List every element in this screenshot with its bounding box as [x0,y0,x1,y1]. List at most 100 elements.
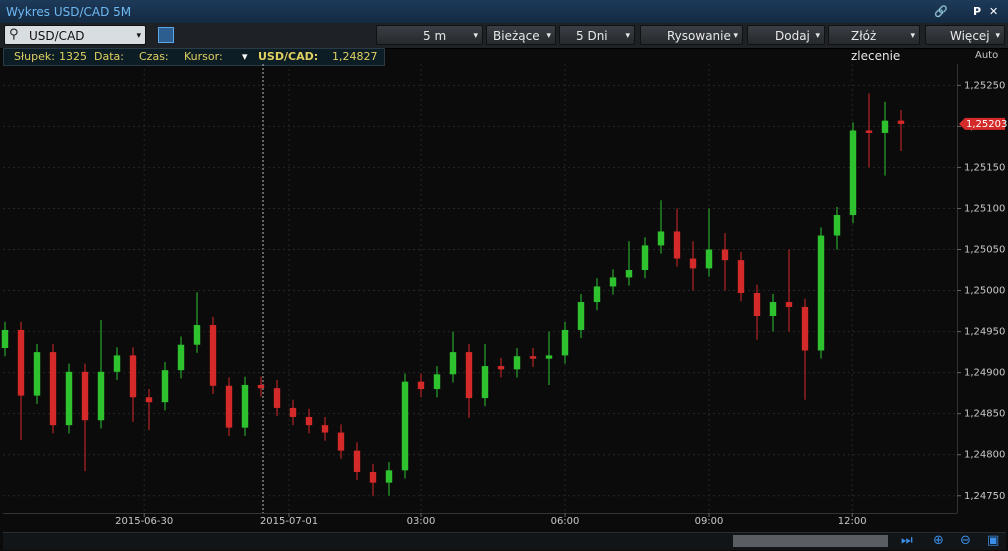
candle-body [769,302,777,316]
candle-body [257,384,265,389]
x-tick-label: 09:00 [695,516,724,527]
candle-body [865,130,873,133]
candle-body [289,407,297,417]
candle-body [145,397,153,403]
x-tick-label: 12:00 [838,516,867,527]
pair-value: 1,24827 [332,50,378,63]
order-button[interactable]: Złóż zlecenie [828,25,920,63]
add: Dodaj [775,29,810,43]
candle-body [737,260,745,294]
x-tick-label: 2015-07-01 [260,516,318,527]
candle-body [465,352,473,399]
add-button[interactable]: Dodaj [747,25,825,46]
link-icon[interactable]: 🔗 [934,5,948,18]
interval: 5 m [423,29,447,43]
window-title: Wykres USD/CAD 5M [6,5,132,19]
arrow: ▾ [242,50,248,63]
candle-body [897,120,905,124]
pair-label: USD/CAD: [258,50,319,63]
candle-body [193,325,201,345]
candle-body [305,416,313,426]
bar-label: Słupek: [14,50,55,63]
candle-body [97,371,105,421]
candle-body [49,352,57,426]
candle-body [481,366,489,399]
candle-body [369,471,377,483]
candle-body [177,344,185,371]
candle-body [833,215,841,236]
scroll-thumb[interactable] [733,535,888,547]
interval-button[interactable]: 5 m [376,25,483,46]
pin-button[interactable]: P [973,5,982,18]
drawing-button[interactable]: Rysowanie [640,25,743,46]
range-button[interactable]: 5 Dni [559,25,635,46]
windows-icon[interactable] [158,27,174,43]
candle-body [225,385,233,428]
candle-body [881,120,889,133]
y-tick-label: 1,24900 [964,368,1005,379]
x-tick-label: 06:00 [551,516,580,527]
drawing: Rysowanie [667,29,731,43]
y-tick-label: 1,24750 [964,491,1005,502]
cursor-label: Kursor: [184,50,223,63]
candle-body [17,329,25,396]
axis-separator [3,513,957,514]
more-button[interactable]: Więcej [925,25,1005,46]
candle-body [657,231,665,246]
candle-body [641,245,649,271]
candle-body [785,302,793,307]
zoom-in[interactable]: ⊕ [933,533,944,548]
candle-body [321,425,329,433]
candle-body [401,381,409,471]
candle-body [577,302,585,330]
end-button[interactable]: ⏭ [901,533,913,548]
candle-body [129,355,137,398]
y-tick-label: 1,24850 [964,409,1005,420]
scrollbar[interactable]: ⏭ ⊕ ⊖ ▣ [3,532,1006,550]
symbol-box[interactable]: USD/CAD [4,25,146,46]
y-tick-label: 1,25250 [964,80,1005,91]
candle-body [449,352,457,375]
candle-body [497,366,505,370]
candle-body [353,450,361,472]
zoom-out[interactable]: ⊖ [960,533,971,548]
title-bar: Wykres USD/CAD 5M 🔗 P ✕ [0,0,1008,23]
date-label: Data: [94,50,124,63]
candle-body [273,388,281,408]
candle-body [65,371,73,426]
candle-body [513,356,521,370]
more: Więcej [950,29,990,43]
candle-body [673,231,681,259]
close-button[interactable]: ✕ [989,5,999,18]
candle-body [801,306,809,351]
lock[interactable]: ▣ [987,533,1000,548]
candle-body [337,432,345,451]
range: 5 Dni [576,29,608,43]
candle-body [529,356,537,359]
chart: 1,24750 1,24800 1,24850 1,24900 1,24950 1,250… [1,64,1007,527]
candle-body [689,258,697,269]
y-tick-label: 1,24950 [964,327,1005,338]
candle-body [33,352,41,396]
y-tick-label: 1,24800 [964,450,1005,461]
x-tick-label: 2015-06-30 [115,516,173,527]
candle-body [593,286,601,303]
mode-button[interactable]: Bieżące [486,25,556,46]
axis-separator [957,64,958,513]
price-label: 1,25203 [966,119,1007,130]
candle-body [113,355,121,372]
candle-body [417,381,425,390]
toolbar: USD/CAD ⚲ 5 m Bieżące 5 Dni Rysowanie Do… [0,23,1008,63]
candle-body [241,384,249,428]
candle-body [625,270,633,278]
candle-body [721,249,729,261]
order: Złóż zlecenie [851,29,901,63]
search-icon: ⚲ [9,27,19,42]
candle-body [161,370,169,403]
y-tick-label: 1,25100 [964,203,1005,214]
candle-body [209,325,217,386]
candle-body [385,470,393,483]
scale-mode[interactable]: Auto [975,50,999,61]
mode: Bieżące [493,29,540,43]
